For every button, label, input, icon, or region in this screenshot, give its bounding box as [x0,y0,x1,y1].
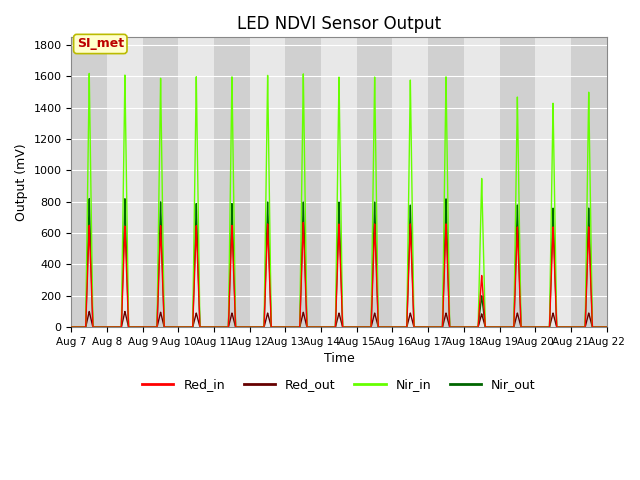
Bar [179,37,214,327]
Bar [250,37,285,327]
Y-axis label: Output (mV): Output (mV) [15,144,28,221]
Legend: Red_in, Red_out, Nir_in, Nir_out: Red_in, Red_out, Nir_in, Nir_out [137,373,541,396]
Title: LED NDVI Sensor Output: LED NDVI Sensor Output [237,15,441,33]
Bar [571,37,607,327]
Bar [357,37,392,327]
Bar [500,37,535,327]
X-axis label: Time: Time [324,352,355,365]
Bar [321,37,357,327]
Bar [392,37,428,327]
Bar [143,37,179,327]
Bar [214,37,250,327]
Bar [107,37,143,327]
Bar [464,37,500,327]
Bar [535,37,571,327]
Bar [72,37,107,327]
Text: SI_met: SI_met [77,37,124,50]
Bar [428,37,464,327]
Bar [285,37,321,327]
